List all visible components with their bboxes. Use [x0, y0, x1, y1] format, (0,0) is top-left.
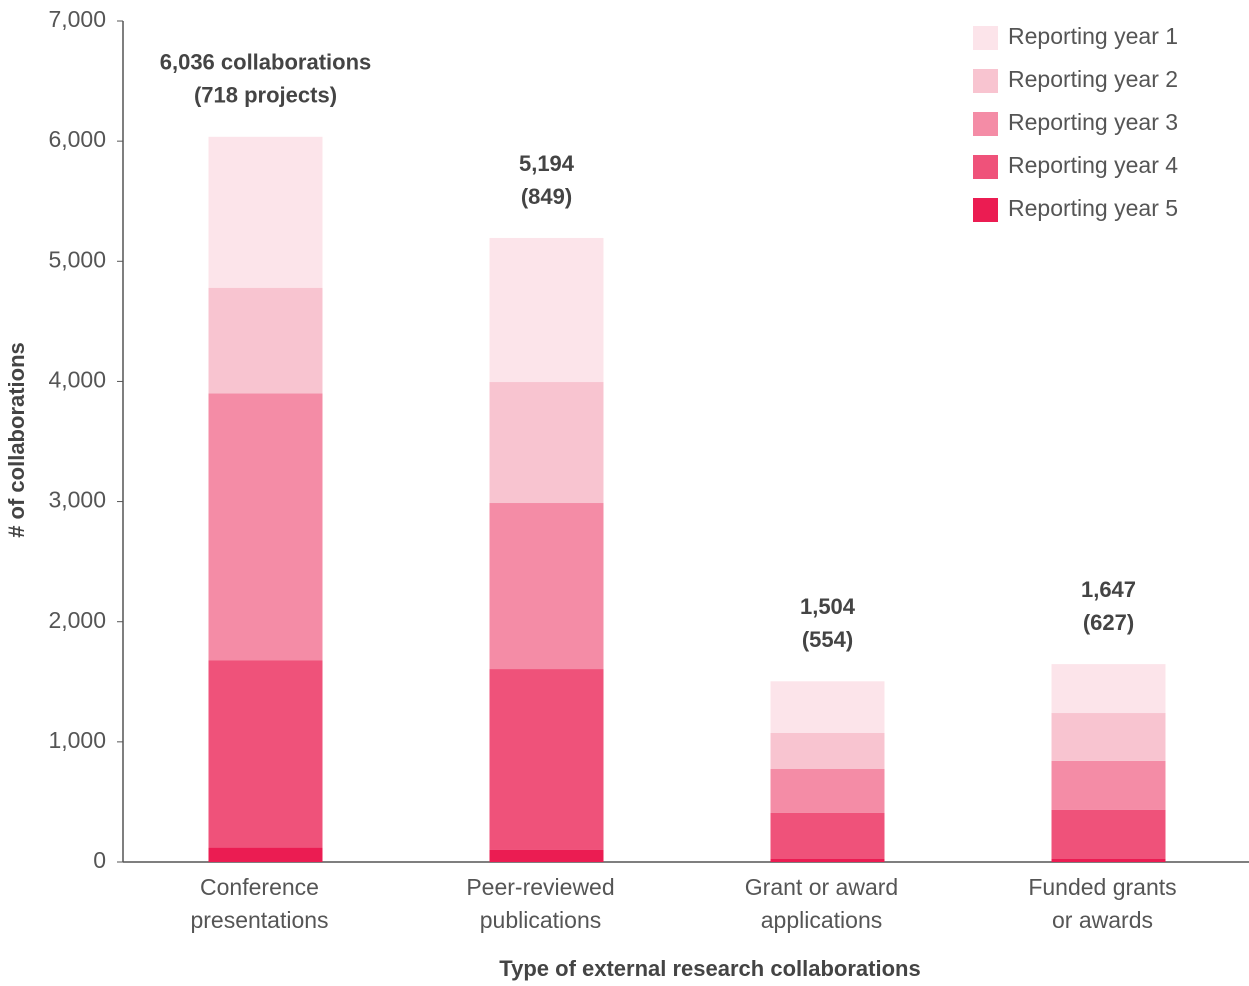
project-label: (554) [802, 627, 853, 652]
bar-segment [770, 812, 885, 859]
bar-segment [1051, 760, 1166, 810]
bar-segment [1051, 809, 1166, 859]
legend-label: Reporting year 5 [1008, 195, 1178, 221]
legend-label: Reporting year 3 [1008, 109, 1178, 135]
y-tick-label: 6,000 [48, 126, 106, 152]
bar-segment [208, 393, 323, 661]
bar-segment [489, 503, 604, 670]
legend-label: Reporting year 1 [1008, 23, 1178, 49]
legend-swatch [973, 69, 998, 93]
bar-segment [770, 858, 885, 862]
y-tick-label: 0 [93, 847, 106, 873]
total-label: 6,036 collaborations [160, 50, 372, 75]
y-axis-title: # of collaborations [4, 342, 29, 538]
bar-segment [208, 847, 323, 862]
project-label: (849) [521, 184, 572, 209]
x-tick-label: Grant or award applications [745, 874, 898, 933]
legend-swatch [973, 112, 998, 136]
legend-label: Reporting year 2 [1008, 66, 1178, 92]
bar-segment [770, 769, 885, 813]
y-tick-label: 3,000 [48, 487, 106, 513]
total-label: 5,194 [519, 151, 575, 176]
bar-segment [770, 732, 885, 770]
bar-segment [489, 669, 604, 850]
y-tick-label: 1,000 [48, 727, 106, 753]
project-label: (718 projects) [194, 83, 337, 108]
bar-segment [1051, 664, 1166, 714]
bar-segment [208, 287, 323, 394]
total-label: 1,504 [800, 594, 856, 619]
legend-swatch [973, 155, 998, 179]
bar-segment [1051, 713, 1166, 761]
legend-swatch [973, 198, 998, 222]
bar-segment [208, 660, 323, 848]
bar-segment [1051, 858, 1166, 862]
bar-segment [208, 136, 323, 288]
y-tick-label: 7,000 [48, 6, 106, 32]
y-tick-label: 5,000 [48, 246, 106, 272]
x-tick-label: Conference presentations [190, 874, 328, 933]
project-label: (627) [1083, 610, 1134, 635]
x-axis-title: Type of external research collaborations [499, 956, 920, 981]
y-tick-label: 4,000 [48, 367, 106, 393]
bar-segment [770, 681, 885, 733]
bar-segment [489, 237, 604, 383]
x-tick-label: Funded grants or awards [1028, 874, 1176, 933]
bar-segment [489, 849, 604, 862]
x-tick-label: Peer-reviewed publications [466, 874, 614, 933]
bar-segment [489, 382, 604, 504]
total-label: 1,647 [1081, 577, 1136, 602]
y-tick-label: 2,000 [48, 607, 106, 633]
legend-label: Reporting year 4 [1008, 152, 1178, 178]
legend-swatch [973, 26, 998, 50]
